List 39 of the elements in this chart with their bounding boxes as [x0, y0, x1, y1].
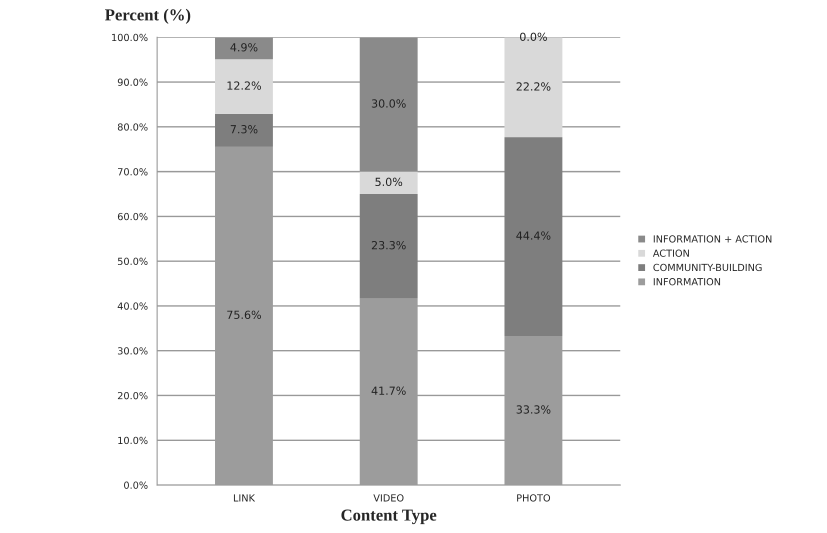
- y-axis-title: Percent (%): [105, 8, 190, 24]
- data-label: 30.0%: [372, 99, 406, 108]
- data-label: 41.7%: [372, 386, 406, 395]
- y-tick-label: 40.0%: [118, 302, 148, 310]
- x-tick-label: PHOTO: [517, 494, 550, 502]
- legend-label: INFORMATION: [654, 278, 720, 286]
- y-tick-label: 70.0%: [118, 168, 148, 176]
- data-label: 22.2%: [516, 82, 550, 91]
- y-tick-label: 100.0%: [112, 34, 148, 42]
- y-tick-label: 50.0%: [118, 258, 148, 265]
- bar: [215, 59, 273, 114]
- data-label: 4.9%: [230, 43, 258, 52]
- data-label: 75.6%: [227, 310, 261, 320]
- bar: [360, 194, 418, 298]
- legend-label: INFORMATION + ACTION: [654, 235, 772, 243]
- y-tick-label: 10.0%: [118, 436, 148, 444]
- data-label: 33.3%: [516, 405, 550, 414]
- data-label: 0.0%: [520, 32, 547, 41]
- bar: [360, 37, 418, 172]
- y-tick-label: 60.0%: [118, 212, 148, 220]
- bar: [215, 37, 273, 60]
- y-tick-label: 30.0%: [118, 347, 148, 355]
- bar: [215, 114, 273, 147]
- y-tick-label: 20.0%: [118, 392, 148, 400]
- x-tick-label: VIDEO: [373, 494, 404, 502]
- x-tick-label: LINK: [234, 494, 256, 502]
- y-tick-label: 0.0%: [124, 482, 148, 489]
- y-tick-label: 90.0%: [118, 78, 148, 86]
- y-tick-label: 80.0%: [118, 123, 148, 131]
- bar: [504, 137, 562, 336]
- legend-label: COMMUNITY-BUILDING: [653, 264, 762, 272]
- data-label: 5.0%: [375, 178, 402, 186]
- bar: [360, 172, 418, 194]
- data-label: 7.3%: [230, 125, 258, 134]
- legend-label: ACTION: [652, 250, 689, 257]
- data-label: 44.4%: [516, 231, 550, 240]
- x-axis-title: Content Type: [341, 510, 436, 524]
- data-label: 12.2%: [228, 81, 261, 90]
- data-label: 23.3%: [372, 240, 406, 250]
